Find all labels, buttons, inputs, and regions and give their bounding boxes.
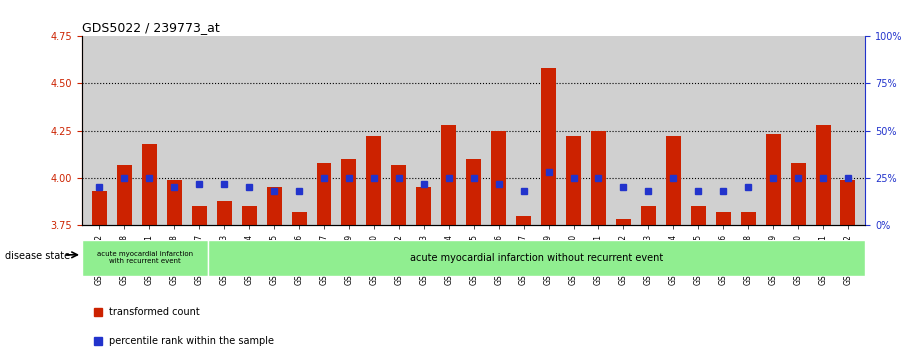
Bar [292,212,306,225]
Text: percentile rank within the sample: percentile rank within the sample [109,336,274,346]
Bar [716,212,731,225]
FancyBboxPatch shape [82,240,209,276]
Bar [841,180,855,225]
Text: GDS5022 / 239773_at: GDS5022 / 239773_at [82,21,220,34]
Bar [591,131,606,225]
Bar [92,191,107,225]
Bar [791,163,805,225]
Bar [392,165,406,225]
FancyBboxPatch shape [209,240,865,276]
Bar [616,219,631,225]
Bar [765,134,781,225]
Bar [517,216,531,225]
Bar [366,136,382,225]
Bar [691,206,706,225]
Bar [566,136,581,225]
Bar [466,159,481,225]
Bar [241,206,257,225]
Bar [142,144,157,225]
Bar [416,187,431,225]
Bar [267,187,281,225]
Bar [491,131,507,225]
Bar [167,180,182,225]
Text: transformed count: transformed count [109,307,200,317]
Text: acute myocardial infarction without recurrent event: acute myocardial infarction without recu… [410,253,663,263]
Bar [641,206,656,225]
Bar [541,68,556,225]
Bar [117,165,132,225]
Text: acute myocardial infarction
with recurrent event: acute myocardial infarction with recurre… [97,251,193,264]
Text: disease state: disease state [5,251,69,261]
Bar [342,159,356,225]
Bar [316,163,332,225]
Bar [741,212,755,225]
Bar [441,125,456,225]
Bar [217,200,231,225]
Bar [815,125,831,225]
Bar [666,136,681,225]
Bar [192,206,207,225]
